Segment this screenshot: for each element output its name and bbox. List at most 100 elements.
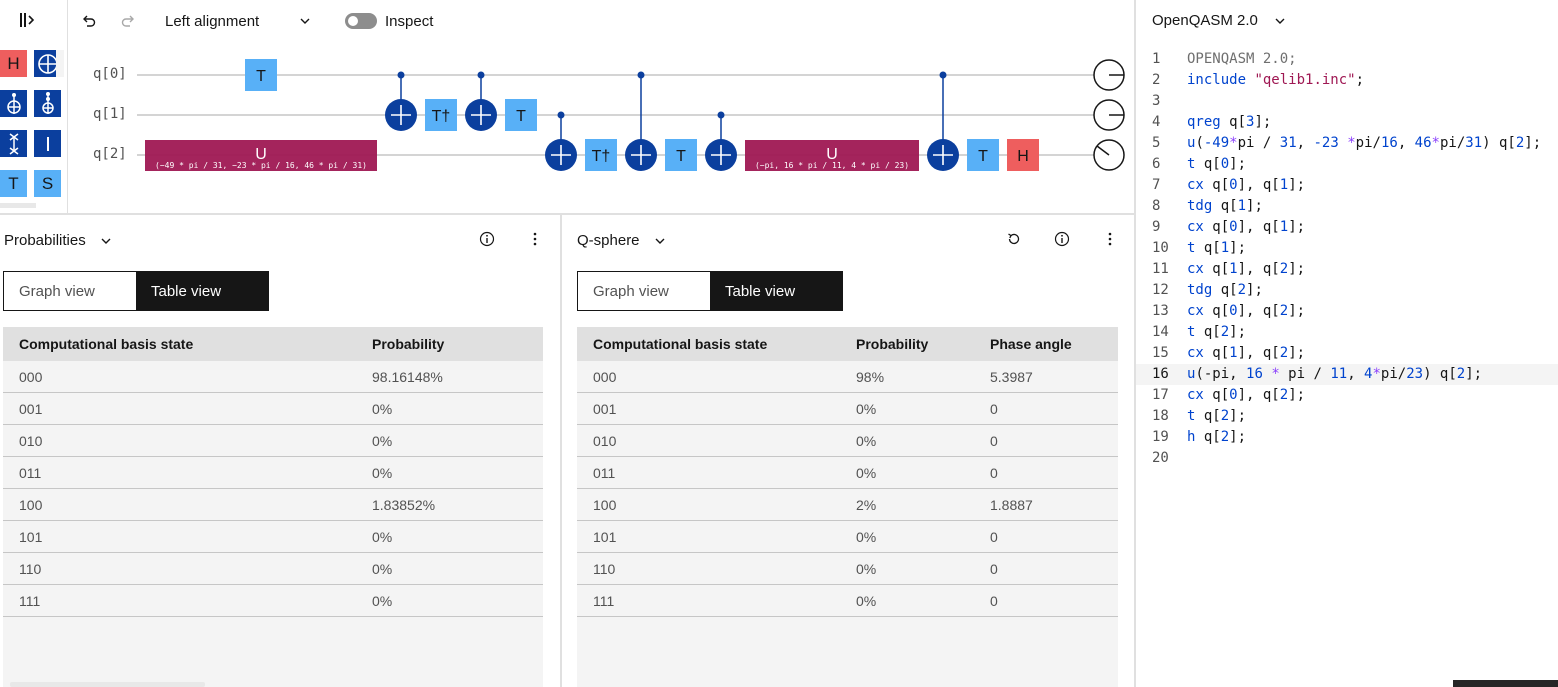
col-state-header: Computational basis state	[19, 336, 194, 352]
toggle-switch[interactable]	[345, 13, 377, 29]
phase-cell: 1.8887	[990, 496, 1033, 513]
cnot-q1-q2-b[interactable]	[705, 111, 737, 172]
table-view-button[interactable]: Table view	[710, 272, 842, 310]
inspect-toggle[interactable]: Inspect	[345, 11, 433, 31]
code-line[interactable]: 12 tdg q[2];	[1136, 280, 1558, 301]
code-line[interactable]: 14 t q[2];	[1136, 322, 1558, 343]
code-language-dropdown[interactable]: OpenQASM 2.0	[1152, 12, 1286, 29]
prob-cell: 1.83852%	[372, 496, 436, 513]
tdg-gate-q1[interactable]: T†	[425, 99, 457, 131]
palette-gate-ccx[interactable]	[34, 90, 61, 117]
palette-scrollbar[interactable]	[0, 203, 36, 208]
cnot-q0-q1-b[interactable]	[465, 71, 497, 132]
prob-cell: 98.16148%	[372, 368, 443, 385]
code-line[interactable]: 19 h q[2];	[1136, 427, 1558, 448]
chevron-down-icon	[1275, 18, 1285, 24]
u-gate-1[interactable]: U (−49 * pi / 31, −23 * pi / 16, 46 * pi…	[145, 140, 377, 171]
code-line[interactable]: 16 u(-pi, 16 * pi / 11, 4*pi/23) q[2];	[1136, 364, 1558, 385]
vertical-divider[interactable]	[1134, 0, 1136, 687]
code-line[interactable]: 11 cx q[1], q[2];	[1136, 259, 1558, 280]
code-line[interactable]: 18 t q[2];	[1136, 406, 1558, 427]
probabilities-dropdown[interactable]: Probabilities	[4, 232, 112, 249]
panel-divider[interactable]	[560, 215, 562, 687]
code-line[interactable]: 2 include "qelib1.inc";	[1136, 70, 1558, 91]
code-line[interactable]: 10 t q[1];	[1136, 238, 1558, 259]
state-cell: 110	[19, 560, 42, 577]
state-cell: 111	[19, 592, 41, 609]
line-number: 13	[1152, 303, 1169, 319]
cnot-q0-q1-a[interactable]	[385, 71, 417, 132]
info-icon[interactable]	[479, 231, 495, 247]
code-line[interactable]: 5 u(-49*pi / 31, -23 *pi/16, 46*pi/31) q[…	[1136, 133, 1558, 154]
palette-gate-t-label: T	[8, 173, 19, 193]
h-gate-q2[interactable]: H	[1007, 139, 1039, 171]
table-row: 101 0% 0	[577, 521, 1118, 553]
code-line[interactable]: 7 cx q[0], q[1];	[1136, 175, 1558, 196]
code-line[interactable]: 8 tdg q[1];	[1136, 196, 1558, 217]
inspect-label: Inspect	[385, 12, 434, 30]
state-cell: 011	[593, 464, 616, 481]
t-gate-q0[interactable]: T	[245, 59, 277, 91]
undo-button[interactable]	[79, 11, 99, 31]
palette-gate-h-label: H	[7, 53, 20, 73]
palette-gate-t[interactable]: T	[0, 170, 27, 197]
table-row: 100 1.83852%	[3, 489, 543, 521]
table-row: 111 0% 0	[577, 585, 1118, 617]
phase-disk-q0[interactable]	[1093, 59, 1125, 91]
code-line[interactable]: 9 cx q[0], q[1];	[1136, 217, 1558, 238]
graph-view-button[interactable]: Graph view	[578, 272, 710, 310]
overflow-menu-icon[interactable]	[1102, 231, 1118, 247]
phase-disk-q1[interactable]	[1093, 99, 1125, 131]
code-text: u(-pi, 16 * pi / 11, 4*pi/23) q[2];	[1187, 366, 1483, 382]
palette-gate-swap[interactable]	[0, 130, 27, 157]
palette-gate-s[interactable]: S	[34, 170, 61, 197]
palette-gate-toffoli[interactable]	[0, 90, 27, 117]
table-view-button[interactable]: Table view	[136, 272, 268, 310]
code-line[interactable]: 17 cx q[0], q[2];	[1136, 385, 1558, 406]
qsphere-table: Computational basis state Probability Ph…	[577, 327, 1118, 687]
code-line[interactable]: 13 cx q[0], q[2];	[1136, 301, 1558, 322]
cnot-q0-q2-a[interactable]	[625, 71, 657, 172]
line-number: 19	[1152, 429, 1169, 445]
t-gate-q2-b[interactable]: T	[967, 139, 999, 171]
table-row: 011 0% 0	[577, 457, 1118, 489]
identity-icon	[46, 136, 49, 151]
circuit-canvas: q[0] q[1] q[2] U (−49 * pi / 31, −23 * p…	[69, 42, 1134, 213]
graph-view-button[interactable]: Graph view	[4, 272, 136, 310]
tdg-gate-label: T†	[432, 108, 451, 125]
tdg-gate-q2[interactable]: T†	[585, 139, 617, 171]
code-line[interactable]: 4 qreg q[3];	[1136, 112, 1558, 133]
code-editor[interactable]: 1 OPENQASM 2.0; 2 include "qelib1.inc"; 3 4 qr…	[1136, 49, 1558, 469]
code-line[interactable]: 20	[1136, 448, 1558, 469]
qsphere-dropdown[interactable]: Q-sphere	[577, 232, 666, 249]
overflow-menu-icon[interactable]	[527, 231, 543, 247]
state-cell: 011	[19, 464, 42, 481]
t-gate-label: T	[978, 148, 988, 165]
redo-button[interactable]	[118, 11, 138, 31]
prob-cell: 0%	[856, 528, 877, 545]
reset-icon[interactable]	[1006, 231, 1022, 247]
cnot-q1-q2-a[interactable]	[545, 111, 577, 172]
t-gate-q1[interactable]: T	[505, 99, 537, 131]
horizontal-scrollbar[interactable]	[10, 682, 205, 687]
code-line[interactable]: 15 cx q[1], q[2];	[1136, 343, 1558, 364]
line-number: 17	[1152, 387, 1169, 403]
cnot-q0-q2-b[interactable]	[927, 71, 959, 172]
phase-disk-q2[interactable]	[1093, 139, 1125, 171]
prob-cell: 0%	[372, 560, 393, 577]
line-number: 8	[1152, 198, 1161, 214]
info-icon[interactable]	[1054, 231, 1070, 247]
code-line[interactable]: 6 t q[0];	[1136, 154, 1558, 175]
code-line[interactable]: 1 OPENQASM 2.0;	[1136, 49, 1558, 70]
t-gate-q2-a[interactable]: T	[665, 139, 697, 171]
code-line[interactable]: 3	[1136, 91, 1558, 112]
code-text: cx q[1], q[2];	[1187, 261, 1306, 277]
code-text: t q[0];	[1187, 156, 1247, 172]
collapse-panel-icon[interactable]	[18, 10, 38, 30]
horizontal-divider[interactable]	[0, 213, 1134, 215]
alignment-dropdown[interactable]: Left alignment	[165, 11, 310, 31]
palette-gate-identity[interactable]	[34, 130, 61, 157]
palette-gate-h[interactable]: H	[0, 50, 27, 77]
u-gate-2[interactable]: U (−pi, 16 * pi / 11, 4 * pi / 23)	[745, 140, 919, 171]
